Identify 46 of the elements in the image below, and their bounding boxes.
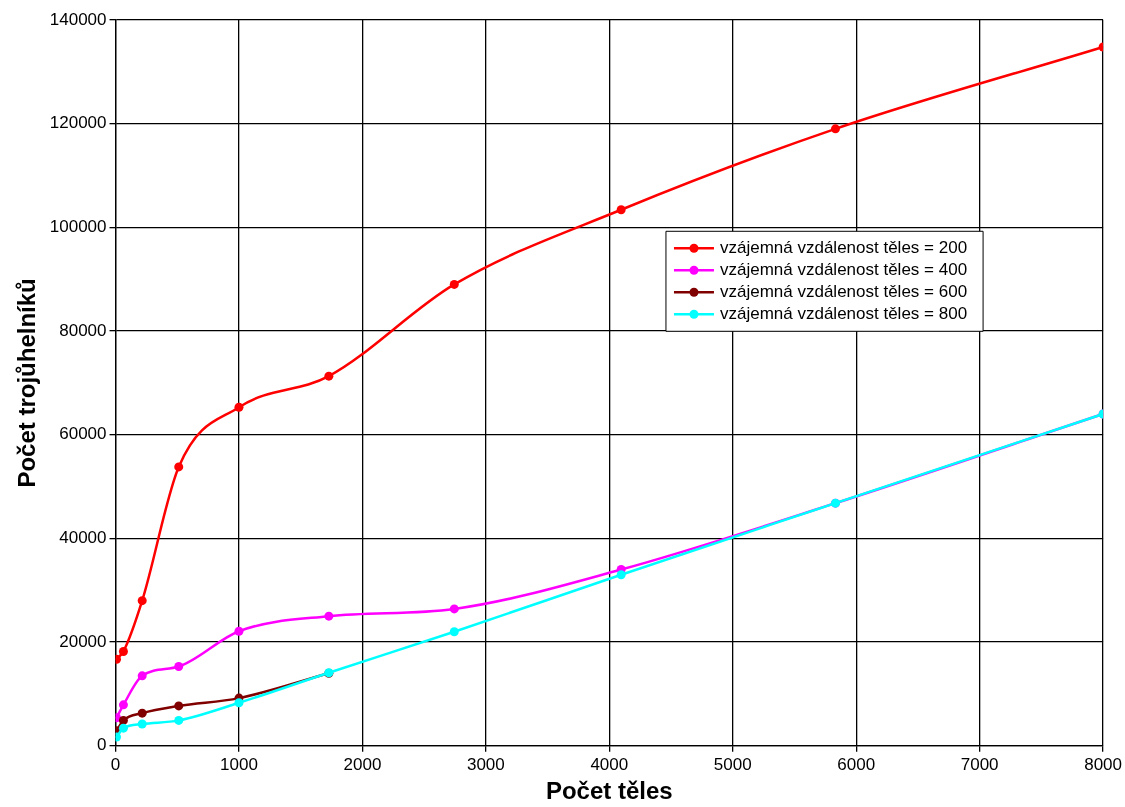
point: [174, 462, 184, 472]
point: [324, 611, 334, 621]
y-tick-label: 120000: [49, 113, 107, 133]
x-tick-label: 1000: [220, 754, 258, 774]
point: [118, 646, 128, 656]
point: [174, 701, 184, 711]
point: [174, 715, 184, 725]
point: [616, 205, 626, 215]
point: [118, 723, 128, 733]
x-tick-label: 2000: [343, 754, 382, 774]
y-axis-title: Počet trojůhelníků: [13, 278, 41, 488]
y-tick-label: 20000: [59, 631, 107, 651]
y-tick-label: 80000: [59, 320, 107, 340]
y-tick-label: 0: [97, 735, 107, 755]
legend-label: vzájemná vzdálenost těles = 800: [719, 303, 968, 323]
x-tick-label: 6000: [837, 754, 876, 774]
point: [449, 604, 459, 614]
legend-label: vzájemná vzdálenost těles = 600: [719, 281, 968, 301]
y-tick-label: 100000: [49, 217, 107, 237]
point: [234, 626, 244, 636]
x-tick-label: 0: [110, 754, 121, 774]
x-tick-label: 8000: [1084, 754, 1122, 774]
point: [137, 708, 147, 718]
point: [449, 279, 459, 289]
point: [137, 671, 147, 681]
point: [174, 661, 184, 671]
x-tick-label: 4000: [590, 754, 629, 774]
point: [137, 719, 147, 729]
x-tick-label: 3000: [466, 754, 505, 774]
point: [234, 402, 244, 412]
x-tick-label: 7000: [960, 754, 999, 774]
point: [616, 570, 626, 580]
x-tick-label: 5000: [713, 754, 752, 774]
point: [118, 715, 128, 725]
point: [118, 700, 128, 710]
point: [449, 627, 459, 637]
point: [830, 124, 840, 134]
y-tick-label: 60000: [59, 424, 107, 444]
legend-label: vzájemná vzdálenost těles = 400: [719, 259, 968, 279]
y-tick-label: 40000: [59, 528, 107, 548]
point: [137, 596, 147, 606]
x-axis-title: Počet těles: [545, 777, 673, 805]
point: [324, 371, 334, 381]
y-tick-label: 140000: [49, 9, 107, 29]
point: [234, 698, 244, 708]
legend-label: vzájemná vzdálenost těles = 200: [719, 237, 968, 257]
